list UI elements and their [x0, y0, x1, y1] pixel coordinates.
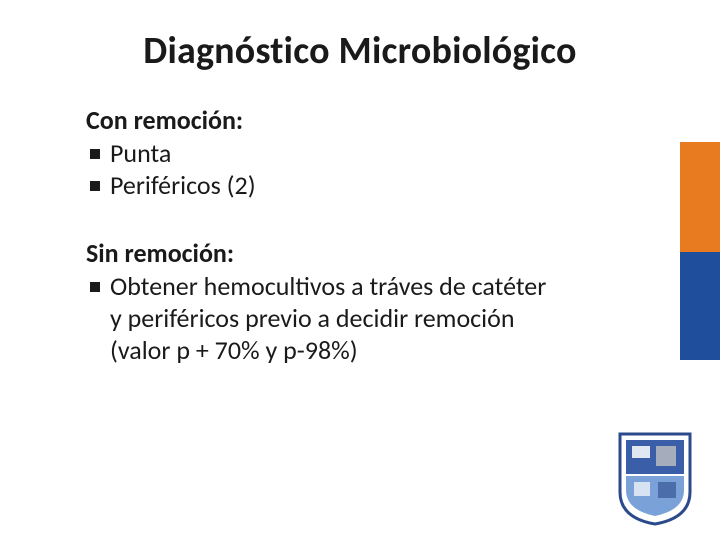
section-2-heading: Sin remoción: [86, 237, 640, 269]
bullet-text: Periféricos (2) [110, 170, 640, 202]
sidebar-accent-orange [680, 142, 720, 252]
bullet-text: Punta [110, 138, 640, 170]
sidebar-accent-blue [680, 252, 720, 360]
bullet-continuation: y periféricos previo a decidir remoción [86, 303, 640, 335]
bullet-item: Punta [86, 138, 640, 170]
bullet-icon [90, 282, 100, 292]
bullet-continuation: (valor p + 70% y p-98%) [86, 335, 640, 367]
spacer [86, 201, 640, 231]
university-logo [616, 432, 694, 526]
slide: Diagnóstico Microbiológico Con remoción:… [0, 0, 720, 540]
slide-title: Diagnóstico Microbiológico [80, 28, 640, 74]
slide-content: Con remoción: Punta Periféricos (2) Sin … [80, 104, 640, 367]
section-1-heading: Con remoción: [86, 104, 640, 136]
bullet-item: Obtener hemocultivos a tráves de catéter [86, 271, 640, 303]
bullet-icon [90, 181, 100, 191]
bullet-icon [90, 149, 100, 159]
bullet-text: Obtener hemocultivos a tráves de catéter [110, 271, 640, 303]
bullet-item: Periféricos (2) [86, 170, 640, 202]
